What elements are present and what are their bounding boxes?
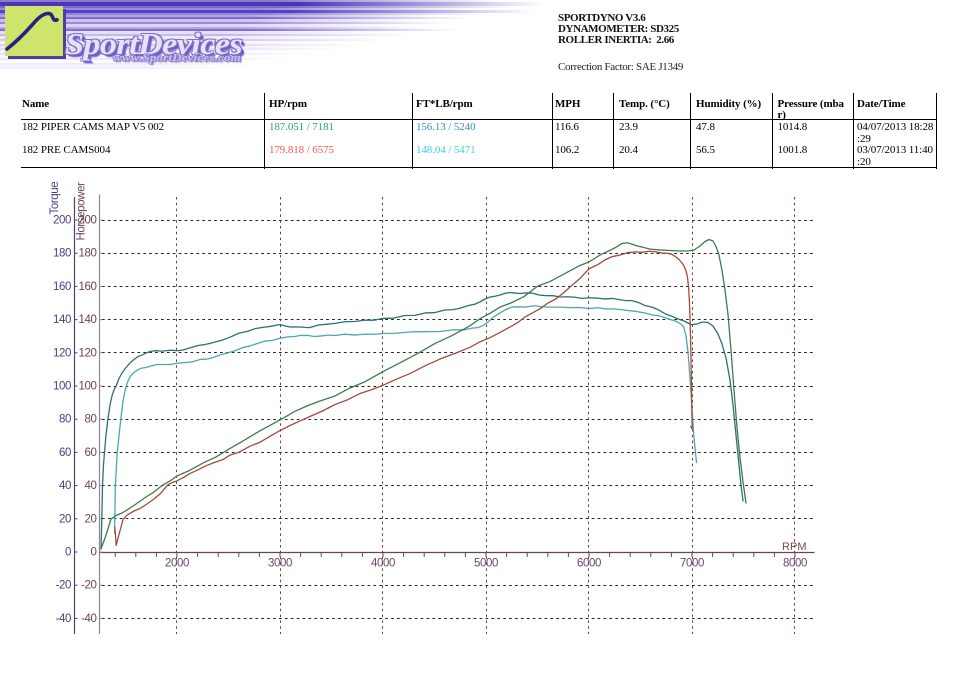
svg-text:140: 140 [53, 314, 71, 326]
svg-text:80: 80 [85, 414, 97, 426]
svg-text:20: 20 [85, 513, 97, 525]
svg-text:100: 100 [53, 381, 71, 393]
svg-text:-20: -20 [81, 580, 96, 592]
svg-text:Horsepower: Horsepower [76, 182, 88, 241]
svg-text:120: 120 [79, 347, 97, 359]
svg-text:0: 0 [65, 547, 71, 559]
svg-text:7000: 7000 [680, 558, 704, 570]
svg-text:3000: 3000 [268, 558, 292, 570]
svg-text:60: 60 [59, 447, 71, 459]
svg-text:100: 100 [79, 381, 97, 393]
svg-text:140: 140 [79, 314, 97, 326]
svg-text:-20: -20 [56, 580, 71, 592]
svg-text:RPM: RPM [782, 541, 806, 553]
svg-text:200: 200 [79, 215, 97, 227]
svg-text:4000: 4000 [371, 558, 395, 570]
svg-text:80: 80 [59, 414, 71, 426]
svg-text:5000: 5000 [474, 558, 498, 570]
svg-text:180: 180 [53, 248, 71, 260]
svg-text:200: 200 [53, 215, 71, 227]
svg-text:40: 40 [85, 480, 97, 492]
svg-text:120: 120 [53, 347, 71, 359]
svg-text:-40: -40 [56, 613, 71, 625]
svg-text:160: 160 [79, 281, 97, 293]
svg-text:8000: 8000 [783, 558, 807, 570]
svg-text:2000: 2000 [165, 558, 189, 570]
svg-text:Torque: Torque [49, 182, 61, 215]
svg-text:40: 40 [59, 480, 71, 492]
svg-text:-40: -40 [81, 613, 96, 625]
svg-text:0: 0 [91, 547, 97, 559]
svg-text:180: 180 [79, 248, 97, 260]
svg-text:160: 160 [53, 281, 71, 293]
svg-text:20: 20 [59, 513, 71, 525]
svg-text:6000: 6000 [577, 558, 601, 570]
svg-text:60: 60 [85, 447, 97, 459]
